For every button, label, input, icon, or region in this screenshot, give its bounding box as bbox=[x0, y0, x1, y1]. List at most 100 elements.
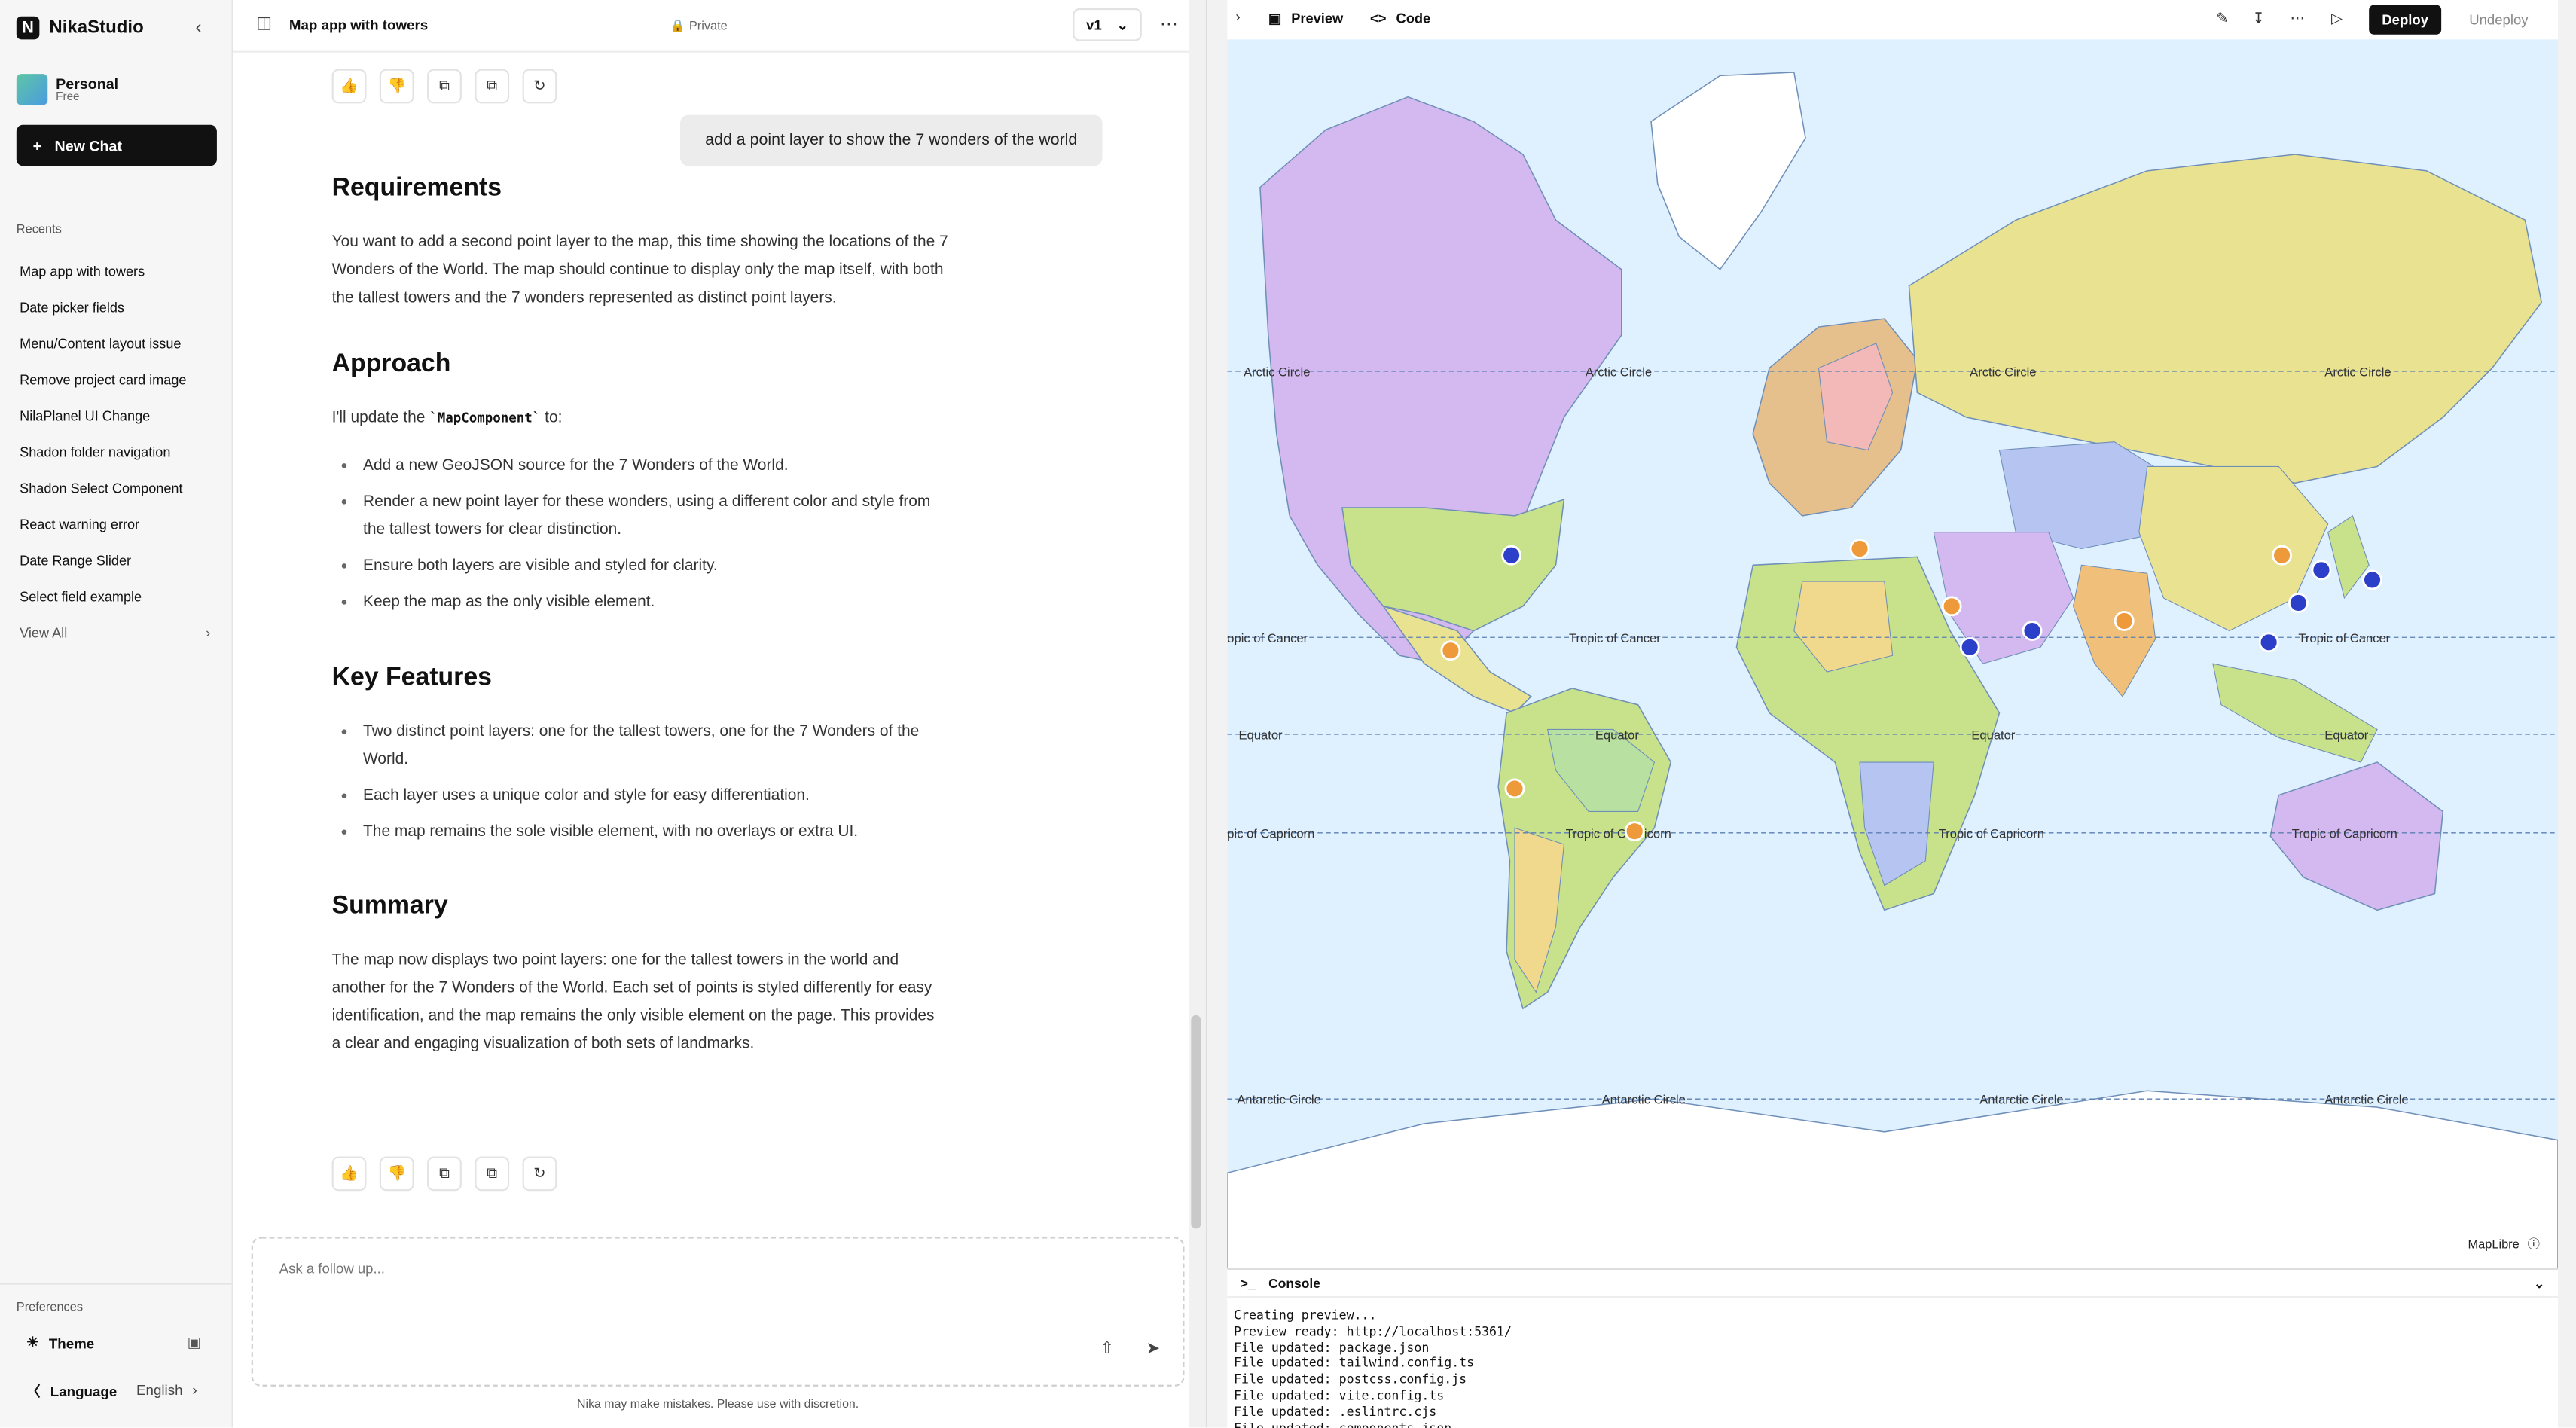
recent-item[interactable]: Remove project card image bbox=[20, 371, 187, 388]
language-row[interactable]: 〈 Language bbox=[26, 1381, 117, 1401]
theme-label: Theme bbox=[48, 1335, 95, 1351]
follow-up-input[interactable] bbox=[279, 1259, 937, 1277]
wonder-point[interactable] bbox=[1440, 640, 1461, 661]
new-chat-label: New Chat bbox=[54, 137, 123, 154]
recent-item[interactable]: Shadon Select Component bbox=[20, 479, 183, 496]
sun-icon: ☀ bbox=[26, 1334, 39, 1350]
scroll-thumb[interactable] bbox=[1191, 1015, 1201, 1229]
chevron-down-icon[interactable]: ⌄ bbox=[2533, 1275, 2545, 1291]
edit-icon[interactable]: ✎ bbox=[2216, 10, 2229, 26]
tower-point[interactable] bbox=[2362, 569, 2382, 590]
wonder-point[interactable] bbox=[1624, 821, 1645, 842]
features-heading: Key Features bbox=[331, 664, 492, 692]
wonder-point[interactable] bbox=[1504, 778, 1525, 799]
thumbs-up-icon[interactable]: 👍 bbox=[331, 1156, 367, 1192]
antarctic-label: Antarctic Circle bbox=[2324, 1093, 2408, 1107]
preview-scrollbar[interactable] bbox=[2558, 0, 2576, 1428]
recent-item[interactable]: Shadon folder navigation bbox=[20, 443, 171, 460]
thumbs-up-icon[interactable]: 👍 bbox=[331, 69, 367, 104]
antarctic-label: Antarctic Circle bbox=[1602, 1093, 1686, 1107]
equator-label: Equator bbox=[1595, 728, 1639, 743]
wonder-point[interactable] bbox=[1849, 539, 1870, 559]
africa-shape bbox=[1735, 556, 2001, 911]
language-label: Language bbox=[50, 1383, 118, 1400]
scandinavia-shape bbox=[1818, 343, 1894, 451]
tower-point[interactable] bbox=[1501, 545, 1522, 566]
cancer-label: opic of Cancer bbox=[1227, 631, 1308, 645]
approach-intro-suffix: to: bbox=[540, 409, 563, 428]
chevron-right-icon[interactable]: › bbox=[1235, 8, 1241, 25]
recent-item[interactable]: Date Range Slider bbox=[20, 551, 132, 569]
recent-item[interactable]: React warning error bbox=[20, 515, 140, 532]
chevron-right-icon: › bbox=[206, 624, 211, 641]
cancer-label: Tropic of Cancer bbox=[2298, 631, 2390, 645]
language-value[interactable]: English bbox=[136, 1381, 183, 1399]
equator-label: Equator bbox=[1971, 728, 2015, 743]
tower-point[interactable] bbox=[2311, 560, 2332, 581]
tab-code[interactable]: <> Code bbox=[1370, 10, 1430, 26]
copy-icon[interactable]: ⧉ bbox=[427, 1156, 462, 1192]
tower-point[interactable] bbox=[2022, 621, 2043, 641]
tab-code-label: Code bbox=[1396, 10, 1431, 26]
wonder-point[interactable] bbox=[2272, 545, 2292, 566]
thumbs-down-icon[interactable]: 👎 bbox=[379, 1156, 414, 1192]
undeploy-button[interactable]: Undeploy bbox=[2469, 11, 2529, 29]
capricorn-label: Tropic of Capricorn bbox=[1939, 826, 2044, 841]
deploy-button[interactable]: Deploy bbox=[2369, 5, 2442, 35]
panel-toggle-icon[interactable]: ◫ bbox=[256, 14, 272, 33]
view-all-link[interactable]: View All › bbox=[17, 615, 217, 651]
north-africa-shape bbox=[1793, 581, 1894, 673]
towers-layer bbox=[1501, 545, 2382, 658]
user-message: add a point layer to show the 7 wonders … bbox=[679, 114, 1103, 166]
console-header[interactable]: >_ Console ⌄ bbox=[1227, 1270, 2559, 1298]
recent-item[interactable]: Select field example bbox=[20, 587, 142, 605]
info-icon[interactable]: ⓘ bbox=[2527, 1237, 2541, 1253]
recent-item[interactable]: NilaPlanel UI Change bbox=[20, 407, 151, 424]
share-icon[interactable]: ⧉ bbox=[475, 69, 510, 104]
map-canvas[interactable]: Arctic Circle Arctic Circle Arctic Circl… bbox=[1227, 39, 2559, 1268]
tab-preview[interactable]: ▣ Preview bbox=[1268, 10, 1343, 26]
copy-icon[interactable]: ⧉ bbox=[427, 69, 462, 104]
capricorn-label: Tropic of Capricorn bbox=[2292, 826, 2397, 841]
tower-point[interactable] bbox=[2258, 632, 2279, 653]
more-options-icon[interactable]: ⋯ bbox=[1159, 14, 1178, 35]
japan-shape bbox=[2327, 515, 2370, 600]
workspace-switcher[interactable]: Personal Free bbox=[16, 74, 118, 105]
version-select[interactable]: v1 ⌄ bbox=[1073, 8, 1142, 41]
monitor-icon[interactable]: ▣ bbox=[187, 1334, 202, 1350]
share-icon[interactable]: ⧉ bbox=[475, 1156, 510, 1192]
upload-icon[interactable]: ⇧ bbox=[1100, 1340, 1114, 1359]
message-actions-top: 👍 👎 ⧉ ⧉ ↻ bbox=[331, 69, 557, 104]
requirements-heading: Requirements bbox=[331, 174, 502, 203]
recent-item[interactable]: Date picker fields bbox=[20, 298, 124, 316]
new-chat-button[interactable]: + New Chat bbox=[16, 124, 217, 166]
regenerate-icon[interactable]: ↻ bbox=[522, 69, 557, 104]
equator-label: Equator bbox=[1239, 728, 1283, 743]
preferences-heading: Preferences bbox=[16, 1299, 84, 1314]
composer: ⇧ ➤ bbox=[251, 1237, 1185, 1387]
brazil-shape bbox=[1546, 728, 1656, 813]
tower-point[interactable] bbox=[1959, 636, 1980, 658]
tab-preview-label: Preview bbox=[1291, 10, 1344, 26]
theme-row[interactable]: ☀ Theme bbox=[26, 1334, 94, 1352]
play-icon[interactable]: ▷ bbox=[2331, 10, 2343, 26]
recent-item[interactable]: Menu/Content layout issue bbox=[20, 334, 182, 352]
antarctica-shape bbox=[1227, 1090, 2559, 1268]
tower-point[interactable] bbox=[2288, 593, 2309, 613]
download-icon[interactable]: ↧ bbox=[2252, 10, 2265, 26]
chat-scrollbar[interactable] bbox=[1189, 0, 1206, 1428]
collapse-sidebar-icon[interactable]: ‹ bbox=[195, 17, 202, 38]
brand[interactable]: N NikaStudio bbox=[16, 16, 144, 40]
list-item: The map remains the sole visible element… bbox=[332, 818, 957, 846]
wonder-point[interactable] bbox=[1941, 596, 1962, 617]
thumbs-down-icon[interactable]: 👎 bbox=[379, 69, 414, 104]
send-icon[interactable]: ➤ bbox=[1146, 1340, 1160, 1359]
regenerate-icon[interactable]: ↻ bbox=[522, 1156, 557, 1192]
wonder-point[interactable] bbox=[2114, 611, 2135, 631]
monitor-icon: ▣ bbox=[1268, 10, 1282, 26]
console-line: File updated: tailwind.config.ts bbox=[1234, 1356, 1475, 1371]
recent-item[interactable]: Map app with towers bbox=[20, 262, 145, 279]
more-options-icon[interactable]: ⋯ bbox=[2290, 10, 2306, 26]
logo-icon: N bbox=[16, 16, 40, 40]
map-attribution[interactable]: MapLibre ⓘ bbox=[2462, 1234, 2545, 1256]
